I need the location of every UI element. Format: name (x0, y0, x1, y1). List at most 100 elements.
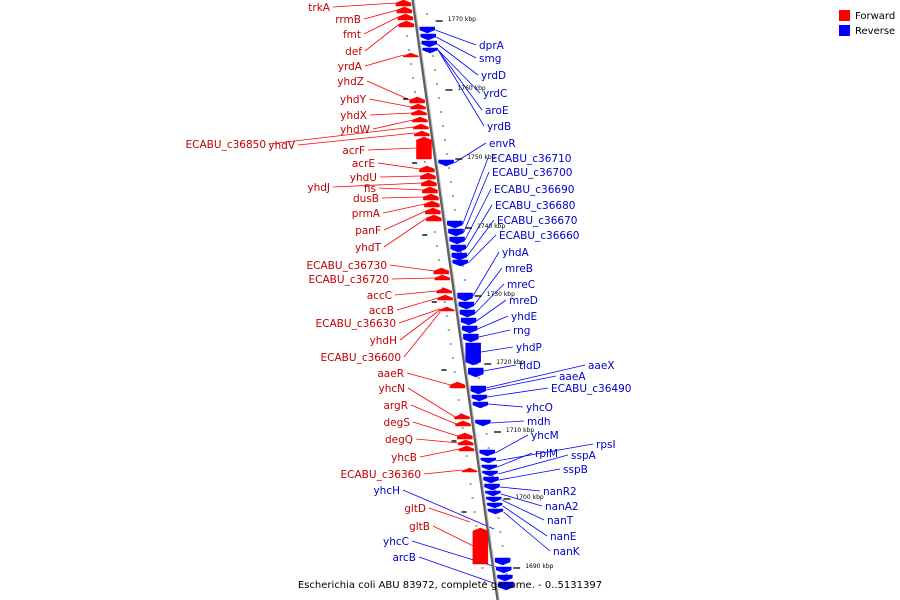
gene-label-yhda: yhdA (502, 247, 530, 259)
tick-label: 1710 kbp (506, 427, 534, 434)
reverse-gene-feature (496, 566, 512, 574)
label-connector (410, 404, 457, 425)
label-connector (472, 251, 500, 297)
tick-label: 1720 kbp (496, 359, 524, 366)
reverse-gene-feature (459, 309, 476, 318)
label-connector (498, 454, 569, 475)
gene-label-yhde: yhdE (511, 311, 537, 323)
gene-label-mdh: mdh (527, 416, 551, 428)
forward-gene-feature (433, 267, 450, 275)
gene-label-yhdp: yhdP (516, 342, 542, 354)
forward-gene-feature (413, 123, 429, 130)
label-connector (478, 329, 511, 338)
label-connector (464, 188, 492, 241)
reverse-gene-feature (494, 557, 511, 566)
gene-label-yhcn: yhcN (379, 383, 406, 395)
tick-label: 1740 kbp (477, 223, 505, 230)
label-connector (498, 468, 561, 481)
forward-gene-feature (436, 287, 452, 294)
reverse-gene-feature (449, 236, 465, 245)
forward-gene-feature (461, 467, 478, 473)
forward-gene-feature (426, 214, 442, 222)
reverse-gene-feature (448, 228, 464, 237)
label-connector (497, 452, 533, 468)
reverse-gene-feature (419, 26, 436, 34)
gene-label-rplm: rplM (535, 448, 558, 460)
label-connector (494, 434, 529, 454)
gene-label-sspb: sspB (563, 464, 588, 476)
gene-label-yrdc: yrdC (483, 88, 507, 100)
gene-label-panf: panF (355, 225, 381, 237)
gene-label-aaer: aaeR (377, 368, 404, 380)
label-connector (383, 217, 428, 248)
reverse-gene-feature (497, 574, 513, 582)
gene-label-mreb: mreB (505, 263, 533, 275)
label-connector (407, 387, 456, 418)
label-connector (485, 364, 586, 389)
label-connector (499, 486, 541, 492)
reverse-gene-feature (450, 244, 466, 253)
gene-label-nant: nanT (547, 515, 574, 527)
label-connector (435, 29, 477, 46)
gene-label-yrdd: yrdD (481, 70, 506, 82)
gene-label-nank: nanK (553, 546, 581, 558)
gene-label-yhdu: yhdU (350, 172, 377, 184)
forward-gene-feature (398, 20, 415, 28)
gene-label-gltd: gltD (404, 503, 426, 515)
forward-gene-feature (411, 109, 427, 116)
reverse-gene-feature (481, 464, 497, 471)
label-connector (402, 489, 495, 530)
forward-gene-feature (403, 52, 419, 58)
reverse-gene-feature (472, 401, 489, 409)
gene-label-rng: rng (513, 325, 530, 337)
gene-label-argr: argR (383, 400, 408, 412)
reverse-gene-feature (421, 40, 437, 48)
label-connector (268, 126, 415, 145)
gene-label-ecabu-c36720: ECABU_c36720 (309, 274, 389, 286)
gene-label-yhcc: yhcC (383, 536, 409, 548)
forward-gene-feature (424, 200, 440, 208)
reverse-gene-feature (465, 342, 481, 366)
genome-backbone-layer: 1770 kbp 1760 kbp 1750 kbp 1740 kbp 1730 kbp… (402, 0, 554, 600)
label-connector (399, 309, 441, 341)
reverse-gene-feature (420, 33, 436, 41)
label-connector (415, 438, 459, 444)
reverse-gene-feature (438, 159, 454, 167)
gene-label-yhdj: yhdJ (307, 182, 330, 194)
gene-label-accb: accB (369, 305, 394, 317)
genome-backbone-highlight (413, 0, 500, 600)
legend-forward-label: Forward (855, 11, 895, 22)
tick-label: 1760 kbp (457, 85, 485, 92)
forward-gene-feature (396, 6, 413, 14)
reverse-gene-feature (482, 470, 498, 477)
label-connector (389, 264, 435, 272)
gene-label-aaex: aaeX (588, 360, 615, 372)
label-connector (383, 210, 427, 231)
label-connectors (268, 2, 594, 587)
label-connector (364, 23, 400, 52)
label-connector (475, 283, 505, 314)
label-connector (437, 49, 483, 111)
gene-label-sspa: sspA (571, 450, 597, 462)
label-connector (463, 171, 490, 233)
gene-label-aaea: aaeA (559, 371, 586, 383)
legend-reverse-label: Reverse (855, 26, 895, 37)
label-connector (403, 311, 441, 358)
gene-label-acrf: acrF (342, 145, 365, 157)
reverse-gene-feature (485, 490, 501, 497)
label-connector (428, 507, 471, 523)
reverse-gene-feature (486, 502, 503, 509)
forward-gene-feature (457, 439, 474, 446)
gene-label-yhdy: yhdY (340, 94, 367, 106)
gene-label-gltb: gltB (409, 521, 430, 533)
label-connector (381, 196, 424, 199)
label-connector (462, 157, 489, 225)
tick-label: 1750 kbp (467, 154, 495, 161)
gene-label-yrda: yrdA (338, 61, 363, 73)
label-connector (476, 299, 507, 322)
reverse-gene-feature (452, 259, 469, 267)
gene-label-yhdz: yhdZ (337, 76, 364, 88)
gene-label-tldd: tldD (519, 360, 541, 372)
tick-label: 1770 kbp (448, 16, 476, 23)
gene-label-accc: accC (367, 290, 392, 302)
